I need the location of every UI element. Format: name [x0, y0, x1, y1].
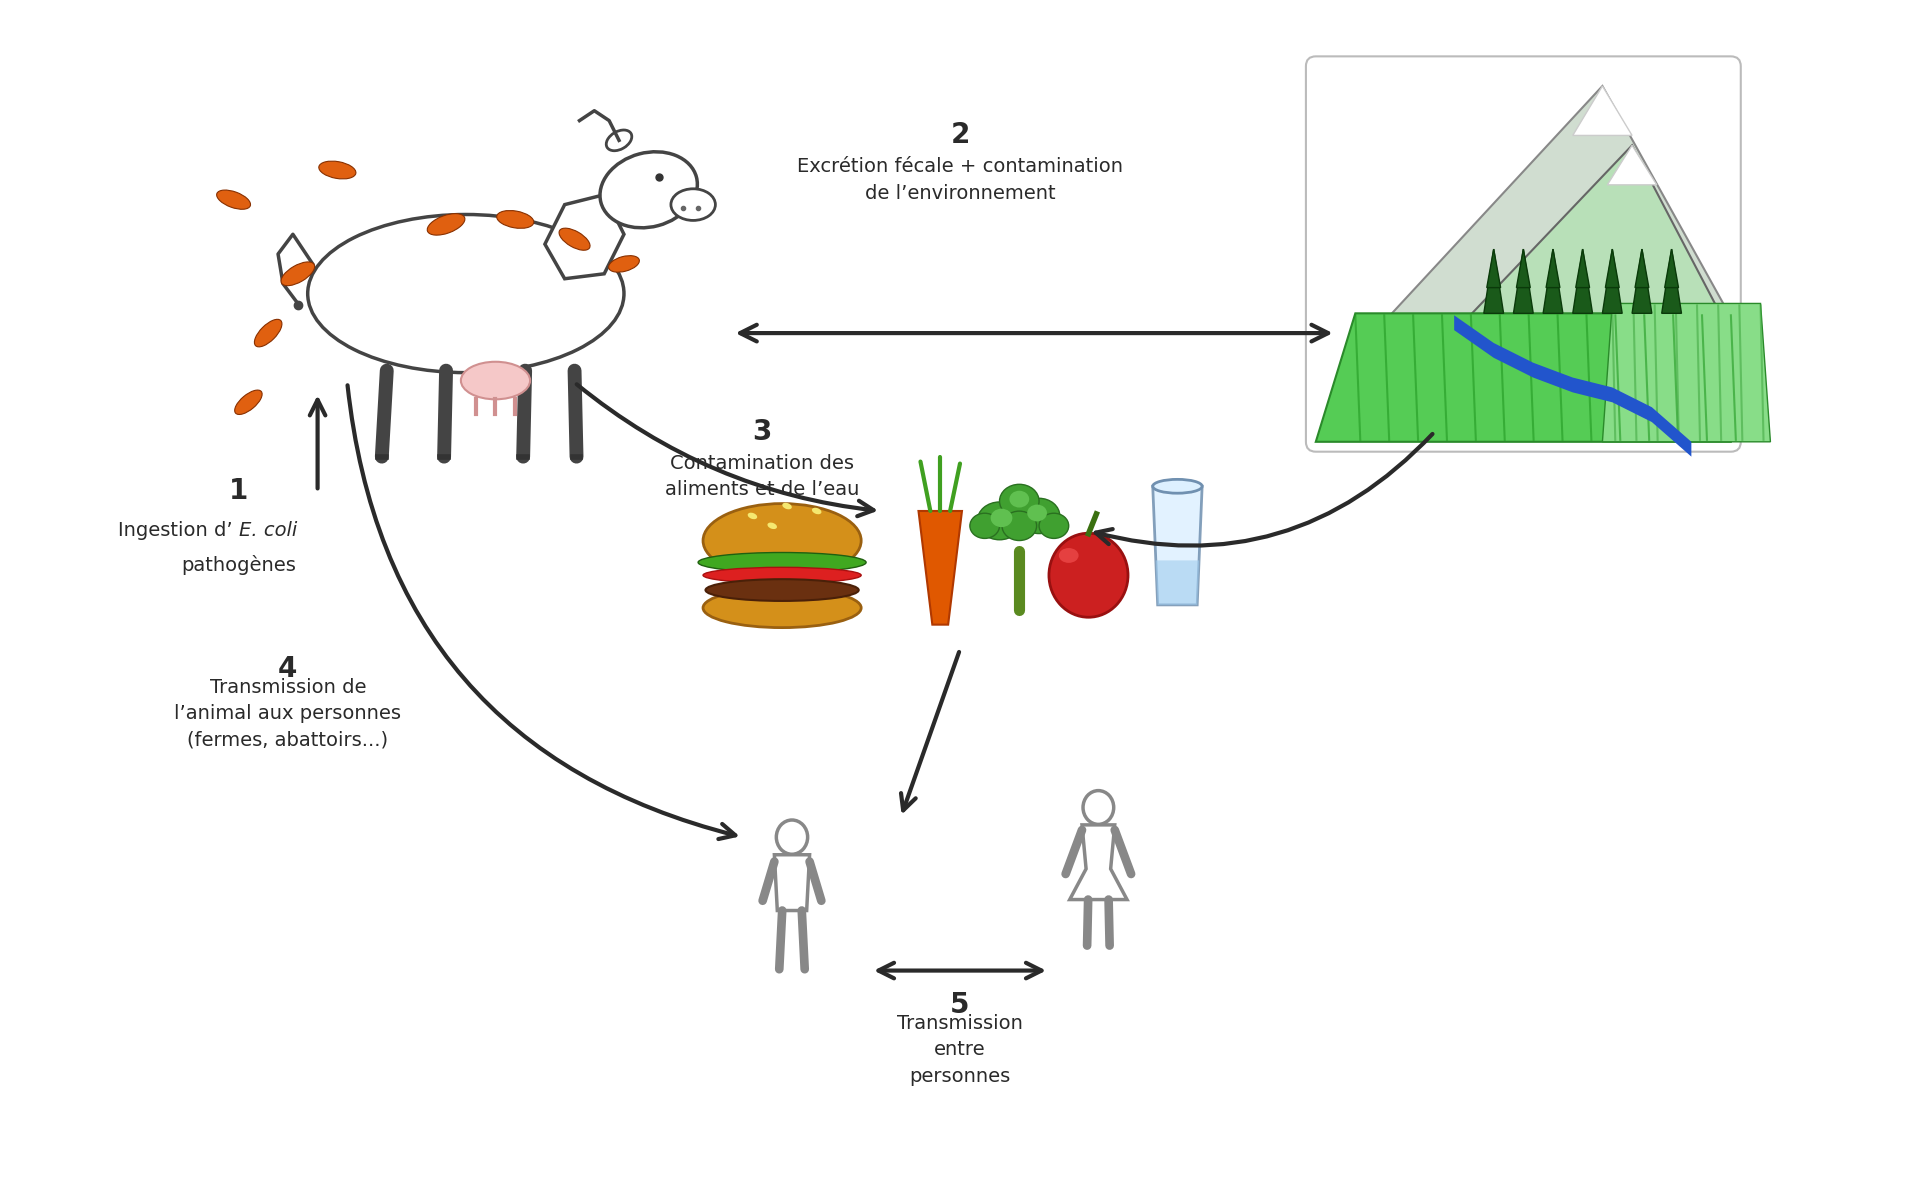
Ellipse shape	[812, 508, 822, 514]
Polygon shape	[1069, 825, 1127, 900]
Polygon shape	[1603, 249, 1622, 313]
Polygon shape	[1632, 249, 1651, 313]
Polygon shape	[1546, 249, 1559, 288]
Ellipse shape	[1002, 512, 1037, 540]
Ellipse shape	[703, 568, 862, 583]
Ellipse shape	[1048, 533, 1129, 618]
Polygon shape	[1605, 249, 1619, 288]
FancyArrowPatch shape	[739, 325, 1329, 342]
Polygon shape	[1636, 249, 1649, 288]
Ellipse shape	[670, 189, 716, 220]
Ellipse shape	[781, 503, 791, 509]
Ellipse shape	[991, 508, 1012, 527]
Ellipse shape	[703, 503, 862, 577]
Polygon shape	[1607, 145, 1657, 184]
Polygon shape	[774, 854, 810, 910]
Ellipse shape	[307, 214, 624, 372]
Polygon shape	[1665, 249, 1678, 288]
Text: 4: 4	[278, 656, 298, 683]
Ellipse shape	[1018, 499, 1060, 533]
Ellipse shape	[1083, 790, 1114, 825]
Ellipse shape	[699, 552, 866, 572]
Ellipse shape	[559, 228, 589, 250]
Polygon shape	[1156, 560, 1200, 605]
Text: 2: 2	[950, 121, 970, 150]
Polygon shape	[1152, 487, 1202, 605]
Ellipse shape	[1000, 484, 1039, 518]
FancyArrowPatch shape	[309, 400, 324, 488]
Ellipse shape	[428, 214, 465, 236]
Text: Transmission
entre
personnes: Transmission entre personnes	[897, 1014, 1023, 1085]
Polygon shape	[1576, 249, 1590, 288]
Text: 5: 5	[950, 991, 970, 1019]
Ellipse shape	[776, 820, 808, 854]
Polygon shape	[1486, 249, 1501, 288]
Ellipse shape	[607, 130, 632, 151]
Ellipse shape	[255, 319, 282, 346]
Polygon shape	[1603, 303, 1770, 441]
FancyArrowPatch shape	[576, 384, 874, 516]
Polygon shape	[1315, 313, 1751, 441]
Ellipse shape	[609, 256, 639, 273]
Polygon shape	[1572, 86, 1632, 136]
Ellipse shape	[1152, 480, 1202, 493]
Ellipse shape	[970, 513, 1000, 538]
Ellipse shape	[705, 580, 858, 601]
Text: 3: 3	[753, 418, 772, 446]
Ellipse shape	[497, 211, 534, 228]
Polygon shape	[1513, 249, 1534, 313]
Ellipse shape	[1039, 513, 1069, 538]
Polygon shape	[1453, 315, 1692, 457]
FancyArrowPatch shape	[348, 386, 735, 839]
Polygon shape	[545, 195, 624, 278]
Polygon shape	[1484, 249, 1503, 313]
Polygon shape	[1434, 145, 1741, 353]
Text: Excrétion fécale + contamination
de l’environnement: Excrétion fécale + contamination de l’en…	[797, 157, 1123, 202]
Polygon shape	[1661, 249, 1682, 313]
Polygon shape	[1356, 86, 1751, 353]
Ellipse shape	[1010, 490, 1029, 507]
Text: Transmission de
l’animal aux personnes
(fermes, abattoirs...): Transmission de l’animal aux personnes (…	[175, 677, 401, 750]
Ellipse shape	[599, 152, 697, 227]
Text: E. coli: E. coli	[238, 521, 298, 540]
Text: 1: 1	[228, 477, 248, 506]
FancyArrowPatch shape	[1096, 434, 1432, 546]
Ellipse shape	[1058, 549, 1079, 563]
Ellipse shape	[217, 190, 250, 209]
Ellipse shape	[768, 522, 778, 530]
Polygon shape	[1572, 249, 1592, 313]
Text: pathogènes: pathogènes	[180, 556, 296, 575]
Ellipse shape	[280, 262, 315, 286]
Ellipse shape	[977, 502, 1021, 540]
Text: Ingestion d’: Ingestion d’	[117, 521, 238, 540]
Polygon shape	[1517, 249, 1530, 288]
Ellipse shape	[747, 513, 756, 519]
FancyArrowPatch shape	[900, 652, 960, 810]
Polygon shape	[918, 511, 962, 625]
Ellipse shape	[234, 390, 263, 414]
FancyBboxPatch shape	[1306, 56, 1741, 452]
FancyArrowPatch shape	[879, 963, 1041, 978]
Ellipse shape	[1027, 505, 1046, 521]
Text: Contamination des
aliments et de l’eau: Contamination des aliments et de l’eau	[664, 453, 860, 499]
Polygon shape	[1544, 249, 1563, 313]
Ellipse shape	[461, 362, 530, 400]
Ellipse shape	[319, 161, 355, 178]
Ellipse shape	[703, 588, 862, 627]
